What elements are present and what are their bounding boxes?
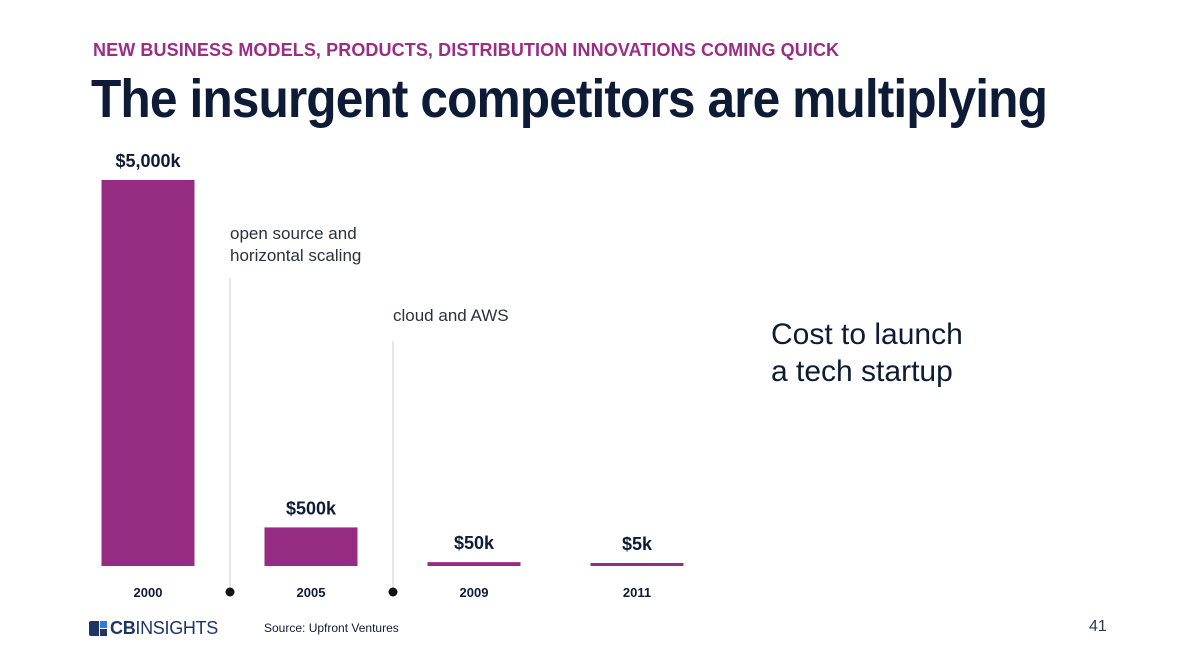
slide-subtitle: NEW BUSINESS MODELS, PRODUCTS, DISTRIBUT… (93, 40, 840, 60)
side-label-line-1: Cost to launch (771, 318, 963, 351)
logo-text: CBINSIGHTS (110, 618, 218, 639)
cbinsights-logo-icon (89, 620, 107, 636)
annotation-text-2-line-1: cloud and AWS (393, 306, 509, 325)
value-label-2011: $5k (622, 534, 653, 554)
logo-text-rest: INSIGHTS (135, 617, 219, 638)
bar-2005 (264, 527, 358, 566)
source-note: Source: Upfront Ventures (264, 621, 399, 635)
category-label-2005: 2005 (297, 585, 326, 600)
chart-side-label: Cost to launch a tech startup (771, 316, 1031, 390)
value-label-2009: $50k (454, 533, 495, 553)
annotation-text-1-line-2: horizontal scaling (230, 246, 361, 265)
category-label-2011: 2011 (623, 585, 651, 600)
bar-2009 (427, 562, 521, 566)
value-label-2000: $5,000k (115, 151, 181, 171)
cbinsights-logo: CBINSIGHTS (89, 618, 218, 638)
page-number: 41 (1089, 618, 1107, 635)
side-label-line-2: a tech startup (771, 355, 953, 388)
bar-2000 (101, 180, 195, 566)
category-label-2009: 2009 (460, 585, 489, 600)
logo-text-bold: CB (110, 617, 136, 638)
slide-title: The insurgent competitors are multiplyin… (91, 69, 1048, 129)
annotation-dot-1 (225, 587, 235, 597)
annotation-text-1-line-1: open source and (230, 224, 357, 243)
annotation-dot-2 (388, 587, 398, 597)
bar-2011 (590, 563, 684, 566)
category-label-2000: 2000 (134, 585, 163, 600)
value-label-2005: $500k (286, 498, 337, 518)
